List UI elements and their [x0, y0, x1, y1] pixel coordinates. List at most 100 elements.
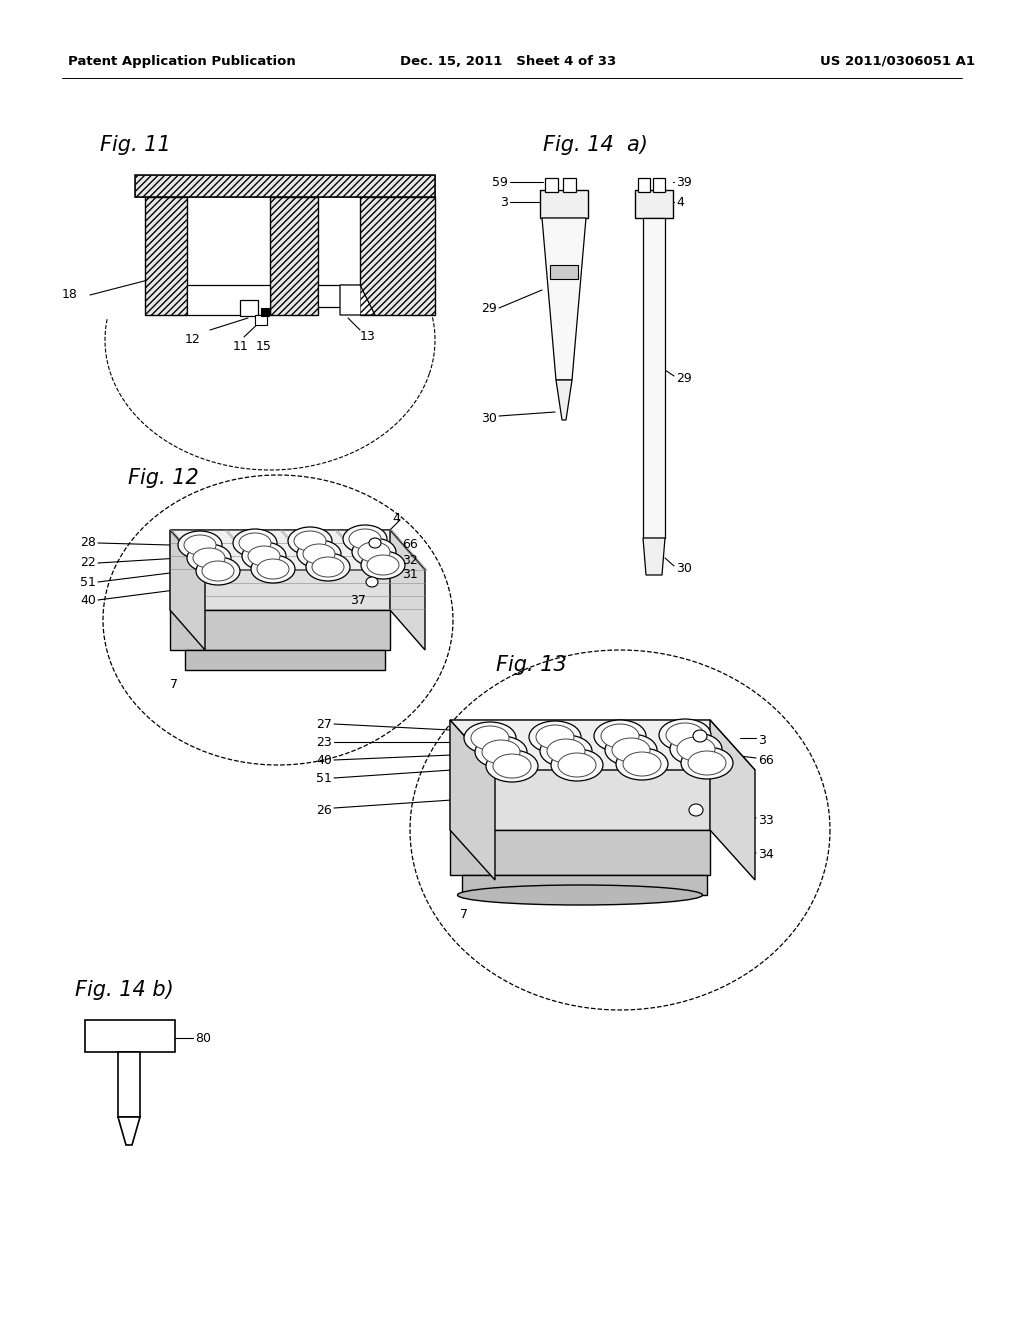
Polygon shape [643, 539, 665, 576]
Text: 51: 51 [316, 771, 332, 784]
Bar [550, 265, 578, 279]
Text: 23: 23 [316, 735, 332, 748]
Text: 22: 22 [80, 557, 96, 569]
Bar [118, 1052, 140, 1117]
Polygon shape [556, 380, 572, 420]
Ellipse shape [366, 577, 378, 587]
Text: Patent Application Publication: Patent Application Publication [68, 55, 296, 69]
Ellipse shape [187, 544, 231, 572]
Ellipse shape [601, 723, 639, 748]
Bar [318, 197, 360, 292]
Text: 7: 7 [170, 678, 178, 692]
Text: Fig. 14  a): Fig. 14 a) [543, 135, 648, 154]
Ellipse shape [297, 540, 341, 568]
Bar [85, 1020, 175, 1052]
Polygon shape [390, 531, 425, 649]
Text: 30: 30 [676, 561, 692, 574]
Ellipse shape [689, 804, 703, 816]
Text: 13: 13 [360, 330, 376, 343]
Bar [643, 218, 665, 539]
Ellipse shape [612, 738, 650, 762]
Ellipse shape [251, 554, 295, 583]
Text: 66: 66 [758, 754, 774, 767]
Text: 30: 30 [481, 412, 497, 425]
Ellipse shape [482, 741, 520, 764]
Ellipse shape [464, 722, 516, 754]
Bar [270, 197, 318, 315]
Polygon shape [450, 719, 710, 830]
Text: 4: 4 [676, 195, 684, 209]
Text: 51: 51 [80, 576, 96, 589]
Bar [187, 285, 270, 315]
Bar [145, 197, 187, 315]
Ellipse shape [659, 719, 711, 751]
Text: 29: 29 [676, 371, 692, 384]
Bar [240, 300, 258, 315]
Ellipse shape [193, 548, 225, 568]
Polygon shape [170, 531, 425, 570]
Ellipse shape [306, 553, 350, 581]
Ellipse shape [242, 543, 286, 570]
Ellipse shape [547, 739, 585, 763]
Polygon shape [450, 719, 755, 770]
Ellipse shape [471, 726, 509, 750]
Ellipse shape [693, 730, 707, 742]
Bar [638, 178, 650, 191]
Ellipse shape [688, 751, 726, 775]
Polygon shape [118, 1117, 140, 1144]
Bar [462, 875, 707, 895]
Ellipse shape [594, 719, 646, 752]
Text: Dec. 15, 2011   Sheet 4 of 33: Dec. 15, 2011 Sheet 4 of 33 [400, 55, 616, 69]
Bar [563, 178, 575, 191]
Text: 39: 39 [676, 176, 692, 189]
Text: 3: 3 [500, 195, 508, 209]
Text: 32: 32 [402, 553, 418, 566]
Bar [170, 610, 390, 649]
Ellipse shape [681, 747, 733, 779]
Text: 34: 34 [758, 849, 774, 862]
Ellipse shape [288, 527, 332, 554]
Text: 12: 12 [184, 333, 200, 346]
Text: 18: 18 [62, 289, 78, 301]
Ellipse shape [486, 750, 538, 781]
Text: 4: 4 [392, 511, 400, 524]
Ellipse shape [184, 535, 216, 554]
Text: 33: 33 [758, 813, 774, 826]
Bar [255, 315, 267, 325]
Text: 66: 66 [402, 539, 418, 552]
Bar [261, 308, 269, 315]
Text: 29: 29 [481, 301, 497, 314]
Ellipse shape [540, 735, 592, 767]
Bar [135, 176, 435, 197]
Bar [653, 178, 665, 191]
Ellipse shape [358, 543, 390, 562]
Polygon shape [542, 218, 586, 380]
Text: 59: 59 [493, 176, 508, 189]
Polygon shape [170, 531, 390, 610]
Polygon shape [340, 285, 375, 315]
Polygon shape [170, 531, 205, 649]
Bar [270, 197, 318, 315]
Bar [545, 178, 558, 191]
Text: Fig. 12: Fig. 12 [128, 469, 199, 488]
Ellipse shape [312, 557, 344, 577]
Ellipse shape [369, 539, 381, 548]
Ellipse shape [616, 748, 668, 780]
Ellipse shape [670, 733, 722, 766]
Ellipse shape [475, 737, 527, 768]
Bar [540, 190, 588, 218]
Ellipse shape [536, 725, 574, 748]
Text: 31: 31 [402, 569, 418, 582]
Text: 15: 15 [256, 341, 272, 352]
Ellipse shape [458, 884, 702, 906]
Ellipse shape [666, 723, 705, 747]
Ellipse shape [605, 734, 657, 766]
Text: 28: 28 [80, 536, 96, 549]
Polygon shape [710, 719, 755, 880]
Ellipse shape [349, 529, 381, 549]
Bar [187, 197, 270, 292]
Polygon shape [450, 719, 495, 880]
Ellipse shape [196, 557, 240, 585]
Ellipse shape [233, 529, 278, 557]
Text: 7: 7 [460, 908, 468, 921]
